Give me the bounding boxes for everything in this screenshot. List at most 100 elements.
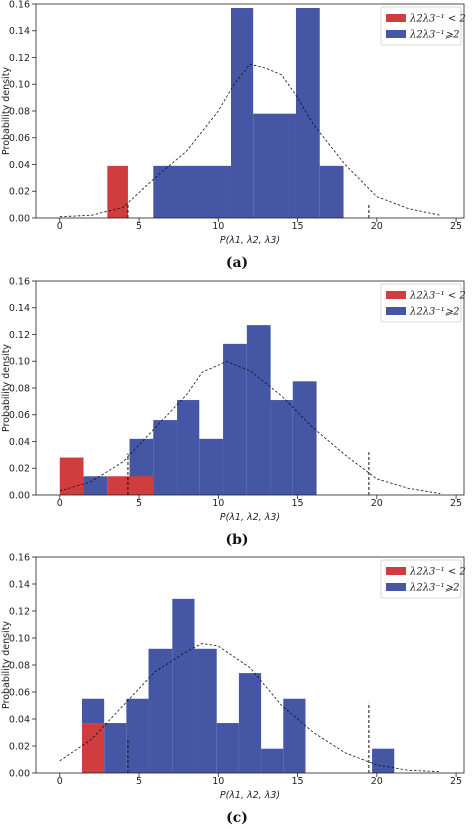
y-tick-label-0: 0.00 [9,490,30,501]
legend-label-red: λ2λ3⁻¹ < 2 [409,14,466,25]
y-tick-label-4: 0.08 [9,660,30,671]
x-tick-label-2: 10 [212,498,224,509]
histogram-panel-b: 0 5 10 15 20 25 0.00 0.02 0.04 0.06 0.08 0.10 0.12 0.… [1,276,466,548]
legend-swatch-blue [386,30,406,38]
legend-swatch-red [386,291,406,299]
bar-red-0 [81,723,105,773]
bar-blue-1 [104,723,127,773]
legend: λ2λ3⁻¹ < 2 λ2λ3⁻¹⩾2 [380,559,466,599]
legend-swatch-red [386,567,406,575]
x-tick-label-1: 5 [136,776,142,787]
bar-blue-0 [81,698,105,724]
legend: λ2λ3⁻¹ < 2 λ2λ3⁻¹⩾2 [380,283,466,323]
x-tick-label-3: 15 [292,221,304,232]
y-tick-label-2: 0.04 [9,437,30,448]
y-axis-title: Probability density [1,67,12,155]
y-tick-label-5: 0.10 [9,80,30,91]
y-tick-label-5: 0.10 [9,357,30,368]
bar-blue-3 [148,648,173,773]
x-tick-label-0: 0 [57,221,63,232]
fitted-density-curve [59,360,441,495]
y-tick-label-6: 0.12 [9,53,30,64]
bar-blue-7 [238,673,262,773]
y-tick-label-1: 0.02 [9,187,30,198]
x-tick-label-0: 0 [57,498,63,509]
bar-blue-5 [194,648,217,773]
legend-label-red: λ2λ3⁻¹ < 2 [409,567,466,578]
x-tick-label-4: 20 [371,498,383,509]
y-tick-label-0: 0.00 [9,768,30,779]
panel-caption: (a) [226,255,248,271]
y-tick-label-3: 0.06 [9,410,30,421]
y-tick-label-8: 0.16 [9,276,30,287]
histogram-panel-c: 0 5 10 15 20 25 0.00 0.02 0.04 0.06 0.08 0.10 0.12 0.… [1,552,466,826]
y-axis-title: Probability density [1,621,12,709]
x-tick-label-1: 5 [136,221,142,232]
y-tick-label-6: 0.12 [9,606,30,617]
y-tick-label-8: 0.16 [9,0,30,10]
legend: λ2λ3⁻¹ < 2 λ2λ3⁻¹⩾2 [380,6,466,46]
legend-swatch-red [386,14,406,22]
legend-label-blue: λ2λ3⁻¹⩾2 [409,583,459,594]
y-tick-label-2: 0.04 [9,714,30,725]
bar-blue-4 [319,165,344,218]
x-tick-label-1: 5 [136,498,142,509]
y-tick-label-4: 0.08 [9,383,30,394]
bar-blue-3 [295,8,320,219]
bar-blue-0 [153,165,231,218]
y-tick-label-8: 0.16 [9,552,30,563]
bar-blue-6 [246,325,271,495]
x-axis-title: P(λ1, λ2, λ3) [220,235,280,246]
y-tick-label-2: 0.04 [9,160,30,171]
x-tick-label-0: 0 [57,776,63,787]
x-tick-label-3: 15 [292,498,304,509]
bar-blue-2 [253,113,296,218]
y-tick-label-5: 0.10 [9,633,30,644]
x-tick-label-5: 25 [450,221,462,232]
y-tick-label-4: 0.08 [9,106,30,117]
legend-label-blue: λ2λ3⁻¹⩾2 [409,30,459,41]
x-tick-label-4: 20 [371,221,383,232]
bar-blue-3 [177,400,200,495]
histogram-panel-a: 0 5 10 15 20 25 0.00 0.02 0.04 0.06 0.08 0.10 0.12 0.… [1,0,466,271]
x-axis-title: P(λ1, λ2, λ3) [220,790,280,801]
y-tick-label-6: 0.12 [9,330,30,341]
bar-blue-8 [292,381,317,495]
x-tick-label-5: 25 [450,776,462,787]
bar-blue-4 [199,438,224,495]
x-tick-label-5: 25 [450,498,462,509]
y-tick-label-0: 0.00 [9,213,30,224]
x-tick-label-2: 10 [212,776,224,787]
fitted-density-curve [59,642,441,773]
bar-blue-5 [223,343,247,495]
y-tick-label-3: 0.06 [9,133,30,144]
bar-blue-7 [270,400,293,495]
x-tick-label-4: 20 [371,776,383,787]
y-tick-label-1: 0.02 [9,741,30,752]
y-tick-label-7: 0.14 [9,579,30,590]
x-axis-title: P(λ1, λ2, λ3) [220,512,280,523]
bar-blue-9 [283,698,306,773]
x-tick-label-2: 10 [212,221,224,232]
bar-blue-6 [216,723,239,773]
panel-caption: (b) [225,532,248,548]
bar-blue-2 [126,698,149,773]
x-tick-label-3: 15 [292,776,304,787]
bar-red-0 [107,165,128,218]
bar-blue-8 [261,748,284,773]
y-tick-label-7: 0.14 [9,26,30,37]
fitted-density-curve [59,63,441,218]
legend-swatch-blue [386,307,406,315]
legend-swatch-blue [386,583,406,591]
bar-blue-10 [372,748,395,773]
bar-red-1 [107,476,154,495]
panel-caption: (c) [226,810,248,826]
y-tick-label-1: 0.02 [9,464,30,475]
bar-blue-1 [230,8,254,219]
y-axis-title: Probability density [1,344,12,432]
y-tick-label-3: 0.06 [9,687,30,698]
bar-blue-4 [172,598,195,773]
bar-blue-0 [83,476,108,495]
bar-blue-2 [153,420,178,495]
legend-label-blue: λ2λ3⁻¹⩾2 [409,307,459,318]
